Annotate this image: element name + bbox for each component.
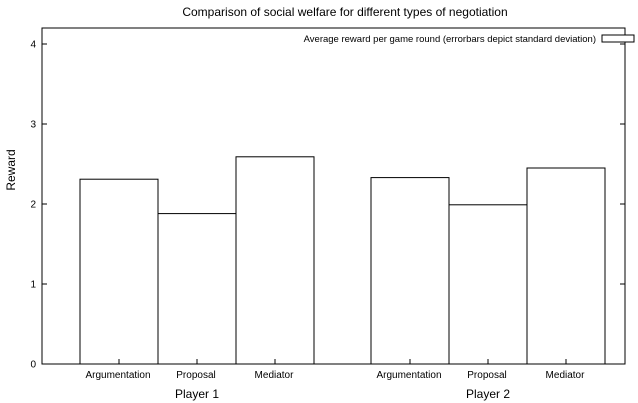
bar [157, 213, 237, 365]
category-label: Proposal [467, 370, 506, 381]
y-axis: 0 1 2 3 4 [30, 40, 625, 371]
bar [370, 177, 450, 365]
category-label: Mediator [546, 370, 586, 381]
chart-title: Comparison of social welfare for differe… [182, 5, 507, 19]
group-label: Player 2 [466, 387, 510, 401]
y-tick-label: 2 [30, 200, 36, 211]
y-tick-label: 0 [30, 360, 36, 371]
bar [79, 178, 159, 365]
bars [79, 156, 606, 365]
category-label: Argumentation [85, 370, 150, 381]
y-tick-label: 4 [30, 40, 36, 51]
bar [448, 204, 528, 365]
category-label: Proposal [176, 370, 215, 381]
group-label: Player 1 [175, 387, 219, 401]
legend-swatch [601, 34, 635, 43]
plot-area [41, 27, 626, 365]
legend-label: Average reward per game round (errorbars… [304, 34, 596, 45]
bar [235, 156, 315, 365]
x-axis: Argumentation Proposal Mediator Player 1 Arg… [85, 359, 585, 401]
y-axis-label: Reward [4, 149, 18, 190]
y-tick-label: 3 [30, 120, 36, 131]
category-label: Argumentation [376, 370, 441, 381]
category-label: Mediator [255, 370, 295, 381]
bar [526, 167, 606, 365]
y-tick-label: 1 [30, 280, 36, 291]
legend: Average reward per game round (errorbars… [304, 34, 635, 45]
